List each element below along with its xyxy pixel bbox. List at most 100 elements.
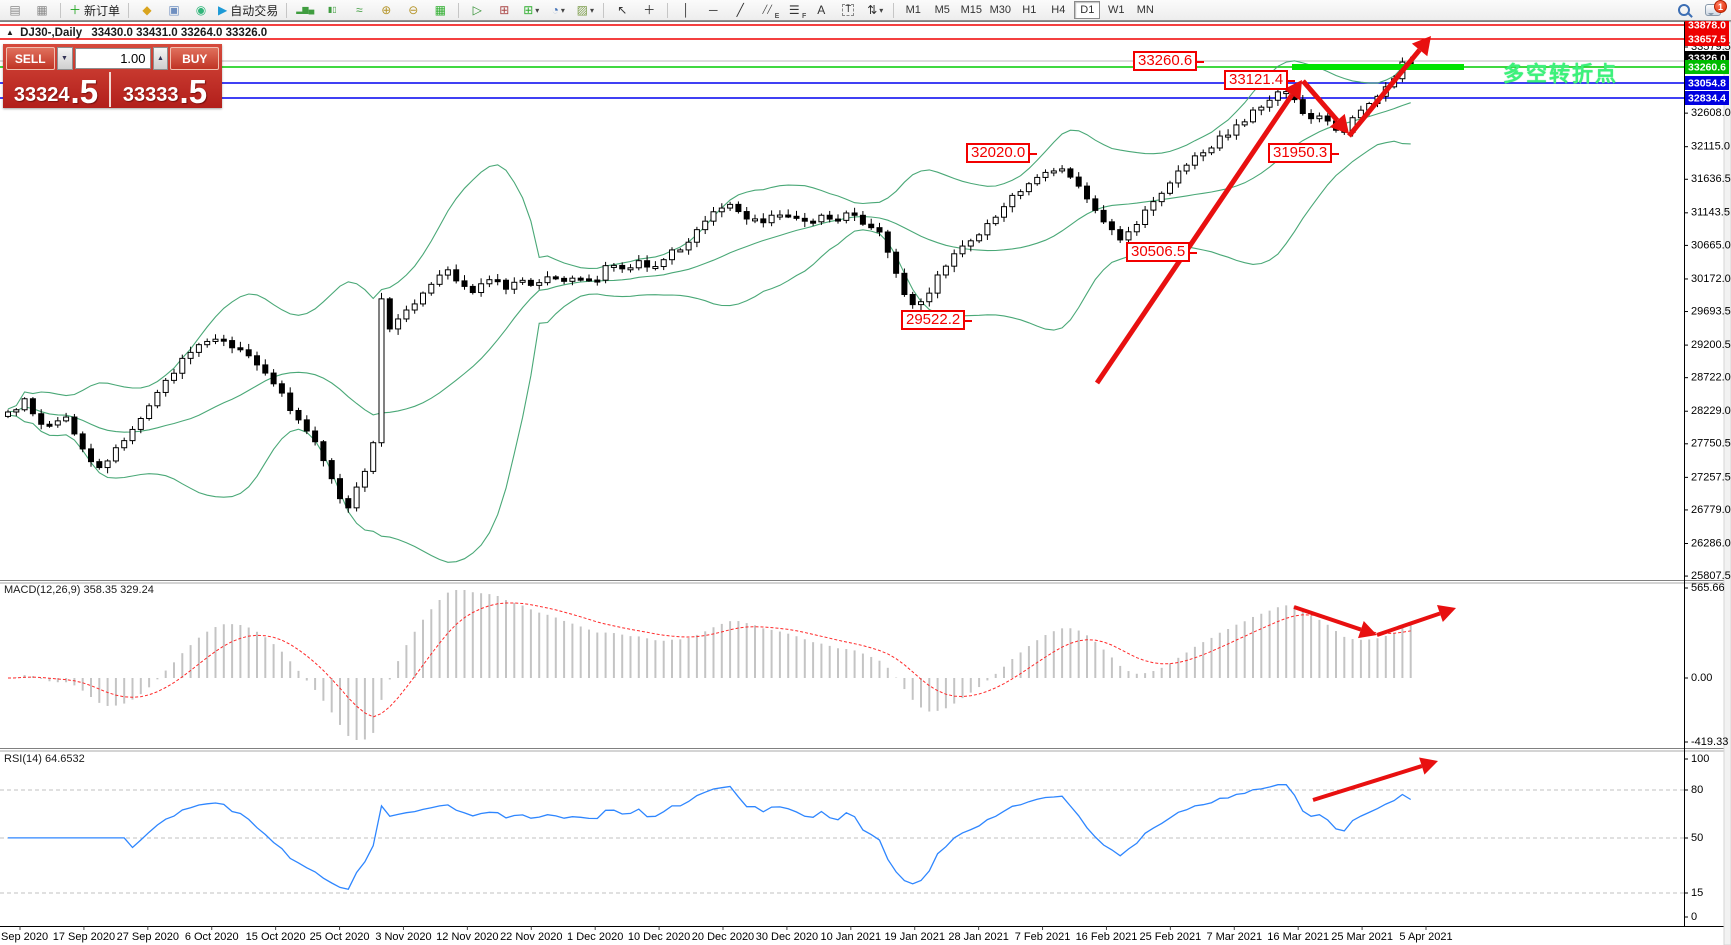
autotrading-button[interactable]: ▶ 自动交易 bbox=[215, 1, 281, 20]
arrows-icon-dropdown[interactable]: ▾ bbox=[879, 5, 884, 15]
svg-text:0.00: 0.00 bbox=[1691, 672, 1712, 684]
cursor-icon[interactable]: ↖ bbox=[609, 1, 635, 20]
timeframe-h1[interactable]: H1 bbox=[1022, 4, 1037, 16]
svg-text:33054.8: 33054.8 bbox=[1688, 77, 1726, 89]
sell-button[interactable]: SELL bbox=[6, 47, 55, 70]
metaeditor-icon[interactable]: ◆ bbox=[134, 1, 160, 20]
notifications-icon[interactable]: 1 bbox=[1705, 0, 1727, 16]
text-icon: A bbox=[817, 3, 826, 17]
candlestick-chart-icon[interactable]: ▮▯ bbox=[319, 1, 345, 20]
trendline-icon: ╱ bbox=[736, 3, 744, 17]
buy-price[interactable]: 33333 .5 bbox=[111, 72, 219, 107]
indicators-add-icon-dropdown[interactable]: ▾ bbox=[535, 5, 540, 15]
svg-text:26286.0: 26286.0 bbox=[1691, 537, 1731, 549]
symbol-search-icon[interactable] bbox=[1678, 4, 1690, 16]
price-annotation: 32020.0 bbox=[966, 143, 1038, 163]
chart-window-icon: ▦ bbox=[36, 3, 48, 17]
toolbar-separator bbox=[60, 2, 61, 18]
equidistant-channel-icon: ╱╱ bbox=[762, 5, 773, 14]
svg-text:33657.5: 33657.5 bbox=[1688, 33, 1726, 45]
svg-text:28722.0: 28722.0 bbox=[1691, 372, 1731, 384]
svg-text:33878.0: 33878.0 bbox=[1688, 19, 1726, 31]
macd-label: MACD(12,26,9) 358.35 329.24 bbox=[4, 584, 154, 596]
timeframe-m15[interactable]: M15 bbox=[960, 4, 982, 16]
svg-text:25807.5: 25807.5 bbox=[1691, 570, 1731, 582]
svg-text:7 Mar 2021: 7 Mar 2021 bbox=[1206, 931, 1262, 943]
horizontal-line-icon[interactable]: ─ bbox=[700, 1, 726, 20]
fibonacci-icon[interactable]: ☰ F bbox=[781, 1, 807, 20]
svg-text:19 Jan 2021: 19 Jan 2021 bbox=[884, 931, 945, 943]
timeframe-m30[interactable]: M30 bbox=[989, 4, 1011, 16]
new-chart-icon: ▤ bbox=[9, 3, 21, 17]
arrows-icon[interactable]: ⇅ ▾ bbox=[862, 1, 888, 20]
sell-price[interactable]: 33324 .5 bbox=[3, 72, 111, 108]
svg-text:10 Dec 2020: 10 Dec 2020 bbox=[628, 931, 690, 943]
buy-button[interactable]: BUY bbox=[170, 47, 219, 70]
toolbar-separator bbox=[286, 2, 288, 18]
chart-window-icon[interactable]: ▦ bbox=[29, 1, 55, 20]
autotrading-button-label: 自动交易 bbox=[230, 3, 279, 18]
auto-scroll-icon[interactable]: ▷ bbox=[464, 1, 490, 20]
arrows-icon: ⇅ bbox=[867, 3, 878, 17]
new-chart-icon[interactable]: ▤ bbox=[2, 1, 28, 20]
market-watch-icon[interactable]: ▣ bbox=[161, 1, 187, 20]
svg-text:16 Mar 2021: 16 Mar 2021 bbox=[1267, 931, 1329, 943]
equidistant-channel-icon[interactable]: ╱╱ E bbox=[754, 1, 780, 20]
tile-windows-icon[interactable]: ▦ bbox=[427, 1, 453, 20]
price-annotation: 30506.5 bbox=[1126, 242, 1198, 262]
periods-icon-dropdown[interactable]: ▾ bbox=[560, 5, 565, 15]
svg-text:7 Feb 2021: 7 Feb 2021 bbox=[1015, 931, 1071, 943]
symbol-period-label: DJ30-,Daily bbox=[20, 27, 83, 39]
zoom-in-icon[interactable]: ⊕ bbox=[373, 1, 399, 20]
templates-icon-dropdown[interactable]: ▾ bbox=[589, 5, 594, 15]
periods-icon[interactable]: ◔ ▾ bbox=[545, 1, 571, 20]
vertical-line-icon: │ bbox=[682, 3, 691, 17]
svg-text:8 Sep 2020: 8 Sep 2020 bbox=[0, 931, 48, 943]
timeframe-m5[interactable]: M5 bbox=[934, 4, 950, 16]
svg-text:3 Nov 2020: 3 Nov 2020 bbox=[375, 931, 431, 943]
bar-chart-icon: ▂▆▄ bbox=[296, 5, 315, 14]
tile-windows-icon: ▦ bbox=[434, 3, 446, 17]
svg-text:27750.5: 27750.5 bbox=[1691, 438, 1731, 450]
toolbar-separator bbox=[667, 2, 669, 18]
signals-icon[interactable]: ◉ bbox=[188, 1, 214, 20]
zoom-out-icon[interactable]: ⊖ bbox=[400, 1, 426, 20]
buy-price-int: 33333 bbox=[122, 84, 179, 106]
collapse-arrow-icon[interactable]: ▲ bbox=[6, 28, 14, 37]
timeframe-mn[interactable]: MN bbox=[1136, 4, 1154, 16]
bar-chart-icon[interactable]: ▂▆▄ bbox=[292, 1, 318, 20]
signals-icon: ◉ bbox=[195, 3, 207, 17]
volume-input[interactable] bbox=[74, 48, 151, 69]
volume-decrease-button[interactable]: ▼ bbox=[56, 47, 73, 70]
svg-text:-419.33: -419.33 bbox=[1691, 736, 1728, 748]
svg-text:25 Oct 2020: 25 Oct 2020 bbox=[310, 931, 370, 943]
svg-text:0: 0 bbox=[1691, 911, 1697, 923]
text-label-icon[interactable]: T bbox=[835, 1, 861, 20]
line-chart-icon[interactable]: ≈ bbox=[346, 1, 372, 20]
svg-text:33260.6: 33260.6 bbox=[1688, 61, 1726, 73]
trend-annotation-text: 多空转折点 bbox=[1503, 63, 1618, 86]
new-order-button[interactable]: ＋新订单 bbox=[66, 1, 123, 20]
market-watch-icon: ▣ bbox=[168, 3, 180, 17]
svg-text:5 Apr 2021: 5 Apr 2021 bbox=[1399, 931, 1452, 943]
timeframe-m1[interactable]: M1 bbox=[905, 4, 921, 16]
timeframe-w1[interactable]: W1 bbox=[1108, 4, 1125, 16]
svg-text:30172.0: 30172.0 bbox=[1691, 273, 1731, 285]
templates-icon[interactable]: ▨ ▾ bbox=[572, 1, 598, 20]
buy-price-dec: .5 bbox=[179, 72, 208, 110]
notifications-badge: 1 bbox=[1714, 0, 1727, 13]
crosshair-icon[interactable]: ＋ bbox=[636, 1, 662, 20]
trendline-icon[interactable]: ╱ bbox=[727, 1, 753, 20]
indicators-add-icon[interactable]: ⊞ ▾ bbox=[518, 1, 544, 20]
svg-text:28229.0: 28229.0 bbox=[1691, 405, 1731, 417]
svg-text:12 Nov 2020: 12 Nov 2020 bbox=[436, 931, 498, 943]
vertical-line-icon[interactable]: │ bbox=[673, 1, 699, 20]
svg-text:17 Sep 2020: 17 Sep 2020 bbox=[53, 931, 115, 943]
timeframe-d1[interactable]: D1 bbox=[1074, 1, 1101, 19]
text-icon[interactable]: A bbox=[808, 1, 834, 20]
timeframe-h4[interactable]: H4 bbox=[1051, 4, 1066, 16]
chart-shift-icon[interactable]: ⊞ bbox=[491, 1, 517, 20]
chart-shift-icon: ⊞ bbox=[499, 3, 510, 17]
volume-increase-button[interactable]: ▲ bbox=[152, 47, 169, 70]
